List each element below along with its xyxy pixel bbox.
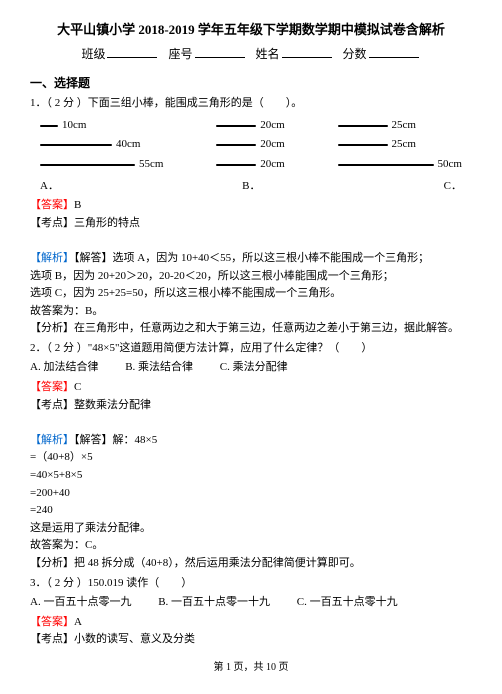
q2-jiexi-pre: 解：48×5	[113, 434, 158, 446]
stick-b3-label: 20cm	[260, 156, 284, 174]
q3-opt-b: B. 一百五十点零一十九	[158, 596, 270, 608]
q1-opt-a: A．	[40, 178, 59, 196]
stick-c2-label: 25cm	[392, 136, 416, 154]
stick-a3-label: 55cm	[139, 156, 163, 174]
q2-options: A. 加法结合律 B. 乘法结合律 C. 乘法分配律	[30, 359, 472, 377]
stick-a3	[40, 164, 135, 166]
q3-kaodian: 【考点】小数的读写、意义及分类	[30, 631, 472, 649]
kaodian-label: 【考点】	[30, 633, 74, 645]
class-label: 班级	[81, 47, 105, 61]
stick-group-b: 20cm 20cm 20cm	[216, 117, 284, 174]
stick-group-a: 10cm 40cm 55cm	[40, 117, 163, 174]
jiexi-label: 【解析】	[30, 434, 74, 446]
q2-opt-a: A. 加法结合律	[30, 361, 98, 373]
stick-c1	[338, 125, 388, 127]
answer-label: 【答案】	[30, 199, 74, 211]
seat-label: 座号	[168, 47, 192, 61]
kaodian-label: 【考点】	[30, 217, 74, 229]
jieda-label: 【解答】	[74, 434, 113, 446]
q3-answer: 【答案】A	[30, 614, 472, 632]
kaodian-label: 【考点】	[30, 399, 74, 411]
seat-blank	[195, 48, 245, 58]
stick-c1-label: 25cm	[392, 117, 416, 135]
q2-calc2: =40×5+8×5	[30, 467, 472, 485]
q1-options: A． B． C．	[40, 178, 462, 196]
q2-kaodian: 【考点】整数乘法分配律	[30, 397, 472, 415]
fenxi-label: 【分析】	[30, 557, 74, 569]
q1-kaodian: 【考点】三角形的特点	[30, 215, 472, 233]
q3-stem: 3．（ 2 分 ）150.019 读作（ ）	[30, 575, 472, 593]
answer-label: 【答案】	[30, 381, 74, 393]
stick-a1	[40, 125, 58, 127]
q2-calc1: =（40+8）×5	[30, 449, 472, 467]
q2-fenxi-text: 把 48 拆分成（40+8），然后运用乘法分配律简便计算即可。	[74, 557, 361, 569]
q3-answer-val: A	[74, 616, 82, 628]
q1-answer-val: B	[74, 199, 81, 211]
q3-kaodian-val: 小数的读写、意义及分类	[74, 633, 195, 645]
stick-b3	[216, 164, 256, 166]
q1-jiexi-3: 选项 C，因为 25+25=50，所以这三根小棒不能围成一个三角形。	[30, 285, 472, 303]
fenxi-label: 【分析】	[30, 322, 74, 334]
q2-kaodian-val: 整数乘法分配律	[74, 399, 151, 411]
stick-b1-label: 20cm	[260, 117, 284, 135]
score-label: 分数	[343, 47, 367, 61]
answer-label: 【答案】	[30, 616, 74, 628]
stick-b2	[216, 144, 256, 146]
q1-opt-b: B．	[242, 178, 260, 196]
section-heading: 一、选择题	[30, 74, 472, 93]
page-footer: 第 1 页，共 10 页	[0, 660, 502, 676]
q1-jiexi-1: 【解析】【解答】选项 A，因为 10+40＜55，所以这三根小棒不能围成一个三角…	[30, 250, 472, 268]
stick-b1	[216, 125, 256, 127]
stick-a1-label: 10cm	[62, 117, 86, 135]
q1-sticks: 10cm 40cm 55cm 20cm 20cm 20cm 25cm 25cm …	[40, 117, 462, 174]
q2-answer: 【答案】C	[30, 379, 472, 397]
q2-calc6: 故答案为：C。	[30, 537, 472, 555]
q2-fenxi: 【分析】把 48 拆分成（40+8），然后运用乘法分配律简便计算即可。	[30, 555, 472, 573]
q1-jiexi1-text: 选项 A，因为 10+40＜55，所以这三根小棒不能围成一个三角形；	[113, 252, 430, 264]
header-fields: 班级 座号 姓名 分数	[30, 45, 472, 64]
q2-calc4: =240	[30, 502, 472, 520]
q1-jiexi-4: 故答案为：B。	[30, 303, 472, 321]
q2-opt-c: C. 乘法分配律	[220, 361, 288, 373]
score-blank	[369, 48, 419, 58]
q1-jiexi-2: 选项 B，因为 20+20＞20，20-20＜20，所以这三根小棒能围成一个三角…	[30, 268, 472, 286]
q2-jiexi-head: 【解析】【解答】解：48×5	[30, 432, 472, 450]
q1-fenxi-text: 在三角形中，任意两边之和大于第三边，任意两边之差小于第三边，据此解答。	[74, 322, 459, 334]
jieda-label: 【解答】	[74, 252, 113, 264]
q2-stem: 2．（ 2 分 ）"48×5"这道题用简便方法计算，应用了什么定律？（ ）	[30, 340, 472, 358]
q1-opt-c: C．	[444, 178, 462, 196]
jiexi-label: 【解析】	[30, 252, 74, 264]
stick-group-c: 25cm 25cm 50cm	[338, 117, 462, 174]
q3-opt-c: C. 一百五十点零十九	[297, 596, 398, 608]
q1-answer: 【答案】B	[30, 197, 472, 215]
class-blank	[107, 48, 157, 58]
q1-stem: 1．（ 2 分 ）下面三组小棒，能围成三角形的是（ ）。	[30, 95, 472, 113]
name-label: 姓名	[256, 47, 280, 61]
q3-options: A. 一百五十点零一九 B. 一百五十点零一十九 C. 一百五十点零十九	[30, 594, 472, 612]
doc-title: 大平山镇小学 2018-2019 学年五年级下学期数学期中模拟试卷含解析	[30, 20, 472, 41]
stick-b2-label: 20cm	[260, 136, 284, 154]
q2-calc5: 这是运用了乘法分配律。	[30, 520, 472, 538]
q3-opt-a: A. 一百五十点零一九	[30, 596, 131, 608]
q2-answer-val: C	[74, 381, 81, 393]
stick-a2	[40, 144, 112, 146]
q1-kaodian-val: 三角形的特点	[74, 217, 140, 229]
q1-fenxi: 【分析】在三角形中，任意两边之和大于第三边，任意两边之差小于第三边，据此解答。	[30, 320, 472, 338]
stick-c3-label: 50cm	[438, 156, 462, 174]
stick-c3	[338, 164, 434, 166]
stick-c2	[338, 144, 388, 146]
q2-opt-b: B. 乘法结合律	[125, 361, 193, 373]
q2-calc3: =200+40	[30, 485, 472, 503]
name-blank	[282, 48, 332, 58]
stick-a2-label: 40cm	[116, 136, 140, 154]
